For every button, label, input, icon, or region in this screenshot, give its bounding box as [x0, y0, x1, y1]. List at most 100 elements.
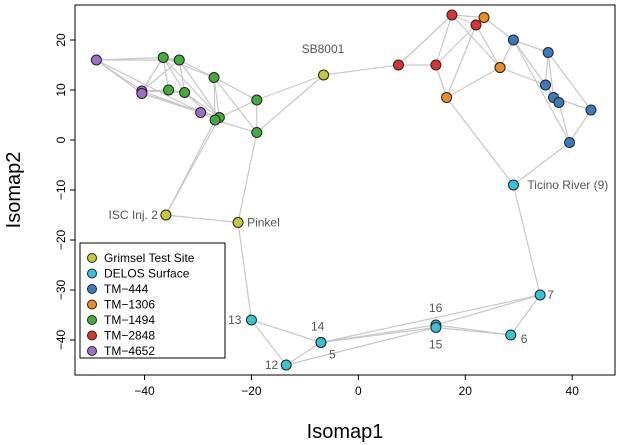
edge-p26-p28	[547, 52, 555, 98]
legend-label: TM−444	[104, 282, 149, 296]
edge-p37-p39	[285, 341, 322, 366]
legend-swatch	[87, 346, 97, 356]
edge-p22-p27	[499, 66, 546, 86]
edge-p9-p11	[213, 77, 216, 121]
point-p30	[585, 104, 597, 116]
edge-p9-p12	[213, 76, 258, 101]
point-p24	[441, 92, 453, 103]
legend-swatch	[87, 299, 97, 310]
edge-p18-p20	[435, 24, 477, 66]
x-tick-label: −40	[134, 384, 155, 398]
edge-p6-p10	[178, 59, 220, 118]
edge-p38-p39	[250, 319, 287, 366]
point-p26	[542, 47, 554, 58]
point-p16	[232, 217, 244, 228]
edge-p1-p4	[96, 59, 201, 114]
edge-p19-p22	[451, 14, 501, 68]
point-label-p32: Ticino River (9)	[527, 178, 608, 192]
edge-p31-p32	[513, 142, 570, 186]
y-axis-label: Isomap2	[3, 152, 25, 229]
legend-swatch	[87, 284, 97, 294]
edge-p2-p5	[141, 57, 164, 92]
edge-p29-p31	[558, 102, 571, 143]
point-p15	[160, 209, 172, 221]
legend-label: TM−4652	[104, 344, 155, 358]
point-p8	[179, 87, 191, 98]
x-tick-label: 40	[566, 384, 580, 398]
edge-p36-p39	[286, 326, 437, 366]
point-p21	[478, 12, 490, 23]
edge-p6-p9	[178, 59, 215, 79]
edge-p20-p22	[475, 24, 501, 68]
edge-p5-p10	[162, 57, 220, 118]
edge-p16-p13	[237, 132, 258, 223]
edge-p2-p6	[141, 59, 180, 92]
edge-p25-p27	[512, 39, 546, 86]
legend-label: TM−2848	[104, 329, 155, 343]
point-p39	[280, 359, 292, 371]
edge-p12-p14	[256, 74, 324, 101]
point-p17	[392, 59, 404, 71]
edge-p22-p24	[446, 66, 501, 99]
legend-label: TM−1306	[104, 298, 155, 312]
point-p19	[446, 9, 458, 21]
y-tick-label: −10	[54, 179, 68, 200]
edge-p17-p19	[398, 14, 453, 66]
edge-p5-p9	[162, 56, 215, 79]
x-tick-label: −20	[241, 384, 262, 398]
edge-p21-p25	[483, 17, 514, 41]
edge-p10-p12	[219, 99, 258, 119]
point-p36	[430, 322, 442, 333]
point-p7	[163, 84, 175, 96]
edge-p33-p34	[510, 294, 541, 336]
y-tick-label: −40	[54, 329, 68, 350]
point-p13	[251, 127, 263, 138]
point-label-p37: 14	[311, 320, 325, 334]
point-labels: SB8001 ISC Inj. 2 Pinkel Ticino River (9) 7 6…	[109, 42, 609, 372]
point-p29	[553, 97, 565, 108]
point-p1	[90, 54, 102, 66]
edge-p1-p3	[96, 59, 143, 94]
point-p34	[505, 329, 517, 341]
point-p20	[470, 19, 482, 31]
edge-p5-p8	[162, 57, 186, 93]
point-p12	[251, 94, 263, 106]
point-p32	[507, 179, 519, 191]
edge-p9-p10	[213, 77, 220, 118]
legend-swatch	[87, 253, 97, 263]
edge-p24-p32	[446, 97, 514, 186]
edge-p33-p37	[320, 294, 541, 344]
point-p6	[173, 54, 185, 66]
edge-p26-p30	[547, 52, 592, 111]
edge-p33-p35	[435, 294, 541, 326]
legend-swatch	[87, 315, 97, 325]
y-tick-label: 20	[54, 33, 68, 47]
point-label-p34: 6	[521, 332, 528, 346]
point-label-p38: 13	[228, 313, 242, 327]
point-p27	[539, 79, 551, 91]
point-p23	[494, 62, 506, 73]
point-p37b	[315, 337, 327, 348]
y-tick-label: −30	[54, 279, 68, 300]
edge-p18-p19	[435, 14, 453, 66]
legend-label: DELOS Surface	[104, 267, 190, 281]
point-label-p15: ISC Inj. 2	[109, 208, 159, 222]
point-p9	[208, 72, 220, 83]
x-tick-label: 0	[355, 384, 362, 398]
point-p4	[195, 107, 207, 118]
y-tick-label: 0	[54, 136, 68, 143]
legend-box	[79, 242, 226, 359]
legend-swatch	[87, 330, 97, 341]
x-tick-label: 20	[459, 384, 473, 398]
point-label-p14: SB8001	[302, 42, 345, 56]
y-tick-label: −20	[54, 229, 68, 250]
edge-p34-p36	[435, 326, 511, 336]
edge-p36-p37	[320, 326, 436, 344]
point-label-p39: 12	[265, 358, 279, 372]
edge-p9-p13	[213, 77, 258, 133]
edge-p25-p31	[512, 39, 571, 143]
point-p14	[318, 69, 330, 81]
edge-p15-p16	[165, 214, 239, 224]
